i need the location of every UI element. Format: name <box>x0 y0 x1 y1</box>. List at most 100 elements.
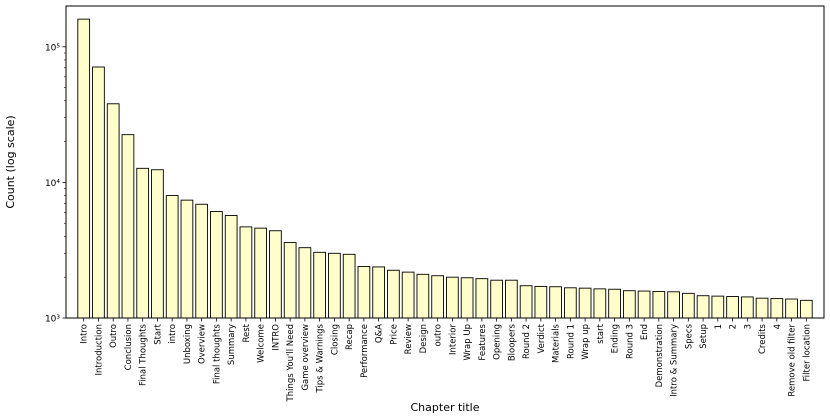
x-tick-label: Round 2 <box>522 324 532 359</box>
x-tick-label: Welcome <box>257 324 267 363</box>
x-tick-label: Round 1 <box>566 324 576 359</box>
bar <box>387 269 400 319</box>
bar <box>151 169 164 319</box>
bar <box>313 251 327 319</box>
x-tick-label: Specs <box>684 323 694 349</box>
x-tick-label: Credits <box>758 323 768 354</box>
bar <box>475 278 489 319</box>
bar <box>534 285 548 319</box>
bar <box>283 242 297 319</box>
bar <box>549 286 562 319</box>
bar <box>165 195 179 319</box>
x-tick-label: intro <box>168 324 178 344</box>
y-tick-label: 10⁵ <box>45 43 60 53</box>
bar <box>578 287 592 319</box>
x-tick-label: End <box>640 324 650 340</box>
x-tick-label: Outro <box>109 324 119 348</box>
bar <box>490 279 503 319</box>
bar <box>342 253 356 319</box>
bar <box>431 275 444 319</box>
bar <box>180 199 194 319</box>
bar <box>121 134 135 319</box>
x-tick-label: Remove old filter <box>788 324 798 397</box>
bar <box>298 247 312 319</box>
x-tick-label: outro <box>434 324 444 346</box>
x-tick-label: 4 <box>773 324 783 329</box>
bar <box>755 297 769 319</box>
x-tick-label: Game overview <box>301 324 311 391</box>
x-tick-label: Ending <box>611 324 621 353</box>
bar <box>77 18 91 319</box>
bar <box>460 277 474 319</box>
x-tick-label: Features <box>478 323 488 360</box>
bar <box>652 290 666 319</box>
x-tick-label: Wrap up <box>581 324 591 360</box>
x-tick-label: Tips & Warnings <box>316 323 326 393</box>
x-tick-label: Demonstration <box>655 324 665 387</box>
x-tick-label: Unboxing <box>183 324 193 364</box>
x-tick-label: Things You'll Need <box>286 324 296 402</box>
bar <box>696 295 710 319</box>
bar <box>681 292 695 319</box>
x-tick-label: Interior <box>448 324 458 356</box>
y-tick-label: 10³ <box>45 315 60 325</box>
bar <box>401 271 415 319</box>
bar <box>770 298 784 319</box>
x-tick-label: Opening <box>493 324 503 360</box>
bar <box>740 296 754 319</box>
x-tick-label: Q&A <box>375 324 385 343</box>
bar <box>785 298 798 319</box>
bar <box>239 226 253 319</box>
bar <box>622 290 636 319</box>
x-tick-label: start <box>596 323 606 343</box>
x-tick-label: Final thoughts <box>212 323 222 384</box>
bar <box>210 211 223 319</box>
bar <box>224 215 238 319</box>
x-tick-label: Intro & Summary <box>670 324 680 397</box>
bars-layer <box>77 18 813 319</box>
bar <box>505 279 518 319</box>
x-tick-label: Conclusion <box>124 324 134 370</box>
bar <box>519 285 533 319</box>
x-tick-label: Round 3 <box>625 324 635 359</box>
x-tick-label: Design <box>419 324 429 353</box>
bar <box>711 295 725 319</box>
x-ticks: Intro Introduction Outro Conclusion Final Th… <box>80 318 812 402</box>
bar <box>446 276 459 319</box>
x-tick-label: Wrap Up <box>463 324 473 360</box>
x-tick-label: Verdict <box>537 323 547 353</box>
x-tick-label: Rest <box>242 323 252 342</box>
plot-area-frame <box>65 5 825 319</box>
bar <box>328 252 341 319</box>
x-tick-label: Start <box>153 323 163 344</box>
x-tick-label: Overview <box>198 324 208 364</box>
y-ticks: 10³ 10⁴ 10⁵ <box>45 43 66 325</box>
bar <box>92 66 105 319</box>
bar <box>106 103 120 319</box>
bar <box>416 273 430 319</box>
x-tick-label: Bloopers <box>507 323 517 361</box>
bar <box>726 296 739 319</box>
bar <box>254 227 268 319</box>
y-axis-label: Count (log scale) <box>4 115 17 208</box>
x-tick-label: Summary <box>227 324 237 365</box>
x-tick-label: Final Thoughts <box>139 323 149 386</box>
bar <box>637 290 651 319</box>
x-tick-label: Price <box>389 324 399 345</box>
bar <box>195 203 209 319</box>
bar <box>372 266 385 319</box>
bar <box>667 291 680 319</box>
bar <box>269 230 282 319</box>
x-tick-label: 3 <box>743 324 753 329</box>
x-tick-label: Introduction <box>94 324 104 375</box>
y-tick-label: 10⁴ <box>45 179 60 189</box>
x-tick-label: Setup <box>699 324 709 349</box>
bar <box>799 299 813 319</box>
x-tick-label: Intro <box>80 324 90 344</box>
x-tick-label: Filter location <box>802 324 812 381</box>
bar <box>593 288 607 319</box>
bar <box>608 288 621 319</box>
bar <box>136 167 150 319</box>
